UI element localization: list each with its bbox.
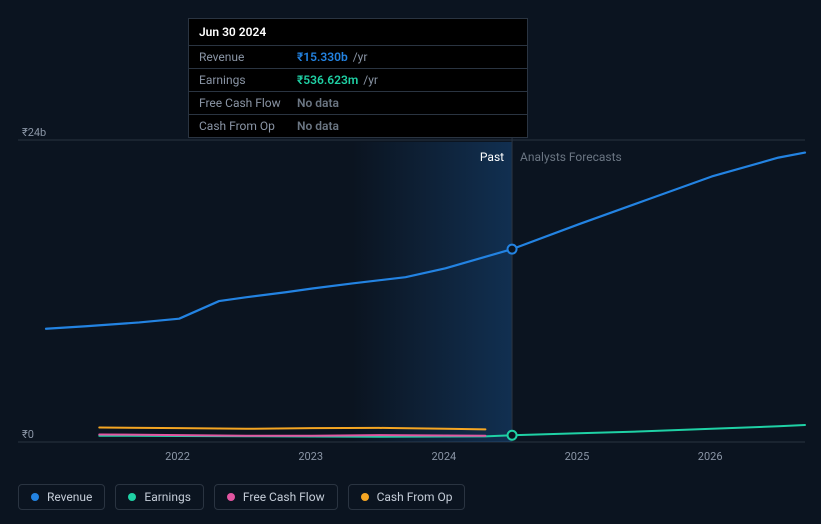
chart-legend: Revenue Earnings Free Cash Flow Cash From O… (18, 484, 465, 510)
legend-dot (31, 493, 39, 501)
tooltip-row-label: Free Cash Flow (199, 96, 289, 110)
chart-container: { "chart": { "type": "line", "width": 82… (0, 0, 821, 524)
tooltip-row-unit: /yr (350, 50, 368, 64)
tooltip-row-label: Earnings (199, 73, 289, 87)
x-tick-label: 2023 (298, 450, 323, 463)
tooltip-row-value: ₹536.623m /yr (297, 73, 378, 87)
tooltip-date: Jun 30 2024 (189, 19, 527, 46)
tooltip-row-value: No data (297, 119, 339, 133)
series-fcf (99, 434, 485, 435)
tooltip-row-label: Cash From Op (199, 119, 289, 133)
x-tick-label: 2022 (165, 450, 190, 463)
legend-dot (227, 493, 235, 501)
marker-revenue (508, 245, 517, 254)
legend-item-earnings[interactable]: Earnings (115, 484, 204, 510)
legend-item-fcf[interactable]: Free Cash Flow (214, 484, 338, 510)
legend-item-revenue[interactable]: Revenue (18, 484, 105, 510)
x-tick-label: 2024 (431, 450, 456, 463)
legend-dot (128, 493, 136, 501)
x-tick-label: 2025 (565, 450, 590, 463)
legend-label: Revenue (47, 490, 92, 504)
legend-item-cfo[interactable]: Cash From Op (348, 484, 466, 510)
tooltip-row-value: ₹15.330b /yr (297, 50, 367, 64)
legend-dot (361, 493, 369, 501)
tooltip-row-unit: /yr (360, 73, 378, 87)
forecast-label: Analysts Forecasts (520, 150, 622, 164)
x-tick-label: 2026 (698, 450, 723, 463)
series-cfo (99, 428, 485, 430)
marker-earnings (508, 431, 517, 440)
tooltip-row: Free Cash Flow No data (189, 92, 527, 115)
tooltip-row-value: No data (297, 96, 339, 110)
y-tick-label: ₹24b (22, 126, 46, 139)
y-tick-label: ₹0 (22, 428, 34, 441)
legend-label: Free Cash Flow (243, 490, 325, 504)
tooltip-row: Revenue ₹15.330b /yr (189, 46, 527, 69)
legend-label: Earnings (144, 490, 191, 504)
tooltip-row: Earnings ₹536.623m /yr (189, 69, 527, 92)
chart-tooltip: Jun 30 2024 Revenue ₹15.330b /yr Earnings ₹… (188, 18, 528, 138)
past-label: Past (480, 150, 504, 164)
tooltip-row-label: Revenue (199, 50, 289, 64)
legend-label: Cash From Op (377, 490, 453, 504)
tooltip-row: Cash From Op No data (189, 115, 527, 137)
